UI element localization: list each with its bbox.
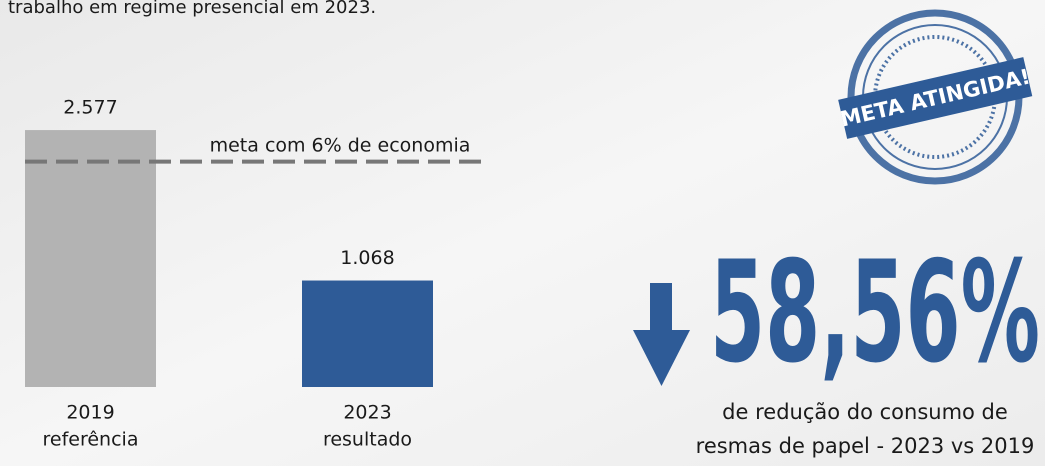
category-note: resultado (323, 429, 412, 451)
caption: trabalho em regime presencial em 2023. (8, 0, 376, 18)
target-label: meta com 6% de economia (210, 135, 471, 157)
bar (302, 281, 433, 387)
category-label: 2019 (66, 402, 114, 424)
category-note: referência (43, 429, 139, 451)
infographic: trabalho em regime presencial em 2023. 2… (0, 0, 1045, 466)
headline-text: de redução do consumo de (722, 400, 1008, 424)
category-label: 2023 (343, 402, 391, 424)
headline: 58,56% (710, 232, 1040, 395)
bar (25, 130, 156, 387)
value-label: 1.068 (340, 247, 394, 269)
value-label: 2.577 (63, 97, 117, 119)
headline-text: resmas de papel - 2023 vs 2019 (696, 434, 1035, 458)
